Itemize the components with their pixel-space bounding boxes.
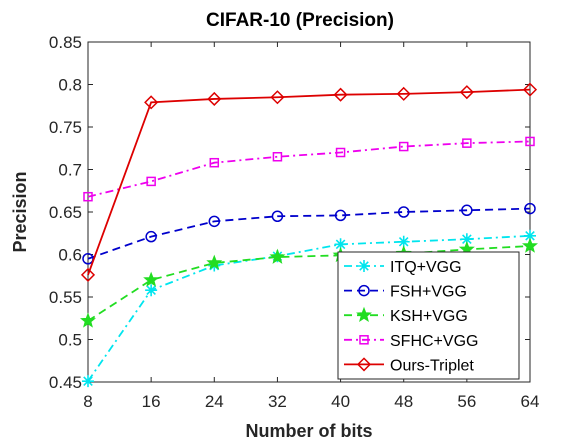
series-line-ksh-vgg bbox=[87, 245, 531, 322]
legend-label: Ours-Triplet bbox=[390, 357, 474, 374]
data-point bbox=[522, 237, 538, 253]
data-point bbox=[397, 206, 410, 218]
data-point bbox=[461, 204, 473, 217]
y-tick-label: 0.55 bbox=[49, 288, 82, 307]
x-tick-label: 8 bbox=[83, 392, 92, 411]
data-point bbox=[144, 95, 159, 110]
data-point bbox=[524, 229, 536, 242]
data-point bbox=[271, 210, 284, 222]
data-point bbox=[334, 209, 347, 222]
x-tick-label: 16 bbox=[142, 392, 161, 411]
data-point bbox=[397, 235, 410, 248]
data-point bbox=[524, 202, 536, 215]
legend-item: KSH+VGG bbox=[344, 306, 468, 325]
y-axis: 0.45 0.5 0.55 0.6 0.65 0.7 0.75 0.8 0.85 bbox=[49, 33, 530, 392]
data-point bbox=[272, 152, 283, 162]
data-point bbox=[208, 215, 221, 228]
series-line-fsh-vgg bbox=[87, 207, 531, 260]
x-tick-label: 40 bbox=[331, 392, 350, 411]
legend-item: SFHC+VGG bbox=[344, 333, 478, 350]
data-point bbox=[145, 230, 157, 243]
data-point bbox=[522, 82, 538, 97]
data-point bbox=[83, 191, 93, 202]
legend-marker bbox=[359, 335, 369, 345]
legend-label: ITQ+VGG bbox=[390, 259, 462, 276]
y-axis-title: Precision bbox=[10, 171, 30, 252]
data-point bbox=[207, 91, 222, 107]
series-line-ours-triplet bbox=[87, 88, 531, 276]
data-point bbox=[398, 141, 409, 152]
legend-label: KSH+VGG bbox=[390, 308, 468, 325]
x-tick-label: 32 bbox=[268, 392, 287, 411]
x-tick-label: 64 bbox=[521, 392, 540, 411]
y-tick-label: 0.65 bbox=[49, 203, 82, 222]
x-tick-label: 48 bbox=[394, 392, 413, 411]
x-tick-label: 56 bbox=[457, 392, 476, 411]
data-point bbox=[525, 136, 535, 147]
chart-title: CIFAR-10 (Precision) bbox=[206, 10, 394, 31]
y-tick-label: 0.45 bbox=[49, 373, 82, 392]
series-ours-triplet bbox=[80, 82, 538, 282]
legend: ITQ+VGG FSH+VGG KSH+VGG SFHC+VGG Ours-Triple… bbox=[337, 251, 520, 380]
data-point bbox=[143, 271, 160, 287]
y-tick-label: 0.7 bbox=[58, 161, 82, 180]
x-axis-title: Number of bits bbox=[245, 421, 372, 441]
data-point bbox=[82, 375, 94, 388]
data-point bbox=[459, 85, 474, 100]
data-point bbox=[334, 238, 347, 251]
data-point bbox=[269, 248, 286, 264]
legend-marker bbox=[356, 306, 372, 322]
series-sfhc-vgg bbox=[83, 136, 535, 202]
data-point bbox=[270, 90, 285, 105]
y-tick-label: 0.8 bbox=[58, 76, 82, 95]
legend-label: FSH+VGG bbox=[390, 284, 467, 301]
y-tick-label: 0.6 bbox=[58, 246, 82, 265]
legend-marker bbox=[358, 284, 370, 297]
legend-item: Ours-Triplet bbox=[344, 357, 474, 374]
x-tick-label: 24 bbox=[205, 392, 224, 411]
legend-label: SFHC+VGG bbox=[390, 333, 478, 350]
data-point bbox=[396, 86, 411, 101]
y-tick-label: 0.75 bbox=[49, 118, 82, 137]
data-point bbox=[462, 138, 472, 148]
data-point bbox=[460, 233, 473, 246]
y-tick-label: 0.5 bbox=[58, 331, 82, 350]
data-point bbox=[145, 284, 158, 297]
series-line-sfhc-vgg bbox=[87, 140, 531, 198]
y-tick-label: 0.85 bbox=[49, 33, 82, 52]
data-point bbox=[206, 254, 223, 270]
data-point bbox=[146, 176, 156, 187]
legend-item: ITQ+VGG bbox=[344, 259, 462, 276]
legend-item: FSH+VGG bbox=[344, 284, 467, 301]
x-axis: 8 16 24 32 40 48 56 64 bbox=[83, 42, 539, 411]
series-line-itq-vgg bbox=[87, 234, 531, 382]
legend-marker bbox=[358, 260, 370, 272]
data-point bbox=[80, 267, 96, 282]
data-point bbox=[209, 157, 220, 168]
legend-marker bbox=[356, 357, 372, 372]
data-point bbox=[80, 312, 96, 328]
data-point bbox=[335, 147, 346, 158]
data-point bbox=[333, 87, 348, 102]
